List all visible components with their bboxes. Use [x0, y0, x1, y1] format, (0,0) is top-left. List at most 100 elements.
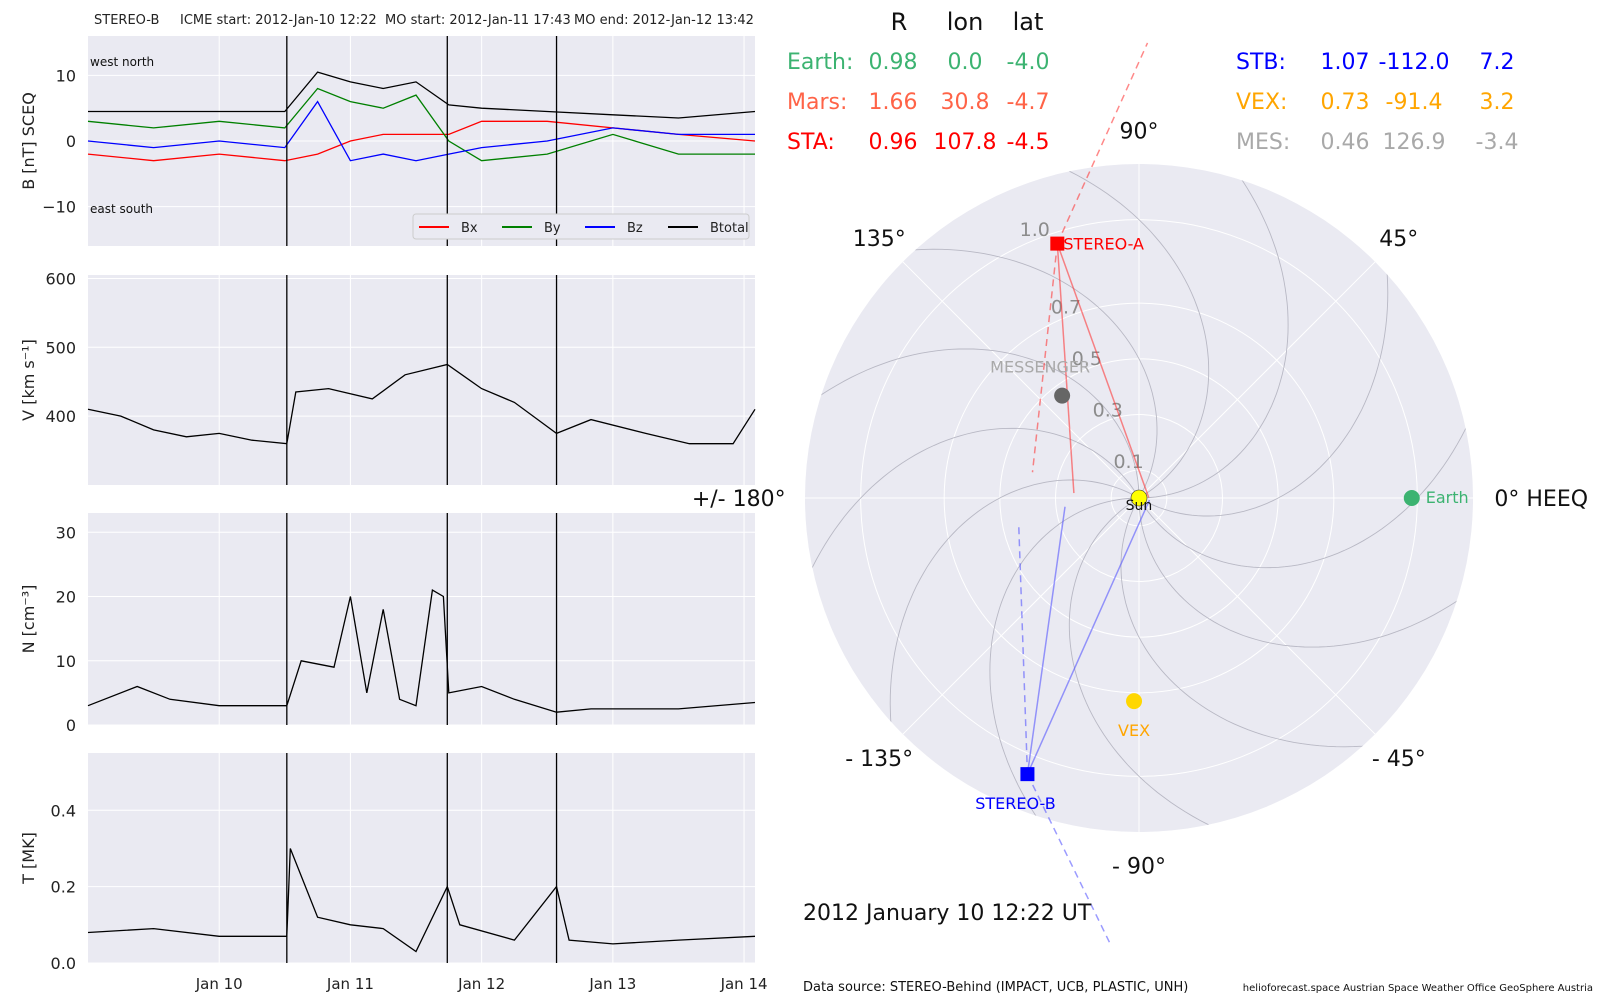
header-mo-end: MO end: 2012-Jan-12 13:42: [574, 13, 754, 28]
messenger-label: MESSENGER: [990, 358, 1090, 377]
y-tick-label: 0.0: [51, 954, 76, 973]
row-value-lat: 3.2: [1480, 90, 1515, 115]
angle-label: 90°: [1120, 120, 1159, 145]
fov-line: [1017, 524, 1029, 775]
date-label: 2012 January 10 12:22 UT: [803, 901, 1092, 926]
timeseries-panels: −10 0 10 B [nT] SCEQ west north east south Bx B…: [19, 36, 768, 993]
x-tick-label: Jan 10: [195, 975, 243, 993]
row-value-lon: 107.8: [934, 130, 997, 155]
row-value-lon: 126.9: [1383, 130, 1446, 155]
panel-3: 0 10 20 30 N [cm⁻³]: [19, 513, 756, 735]
row-value-r: 1.07: [1321, 50, 1370, 75]
parker-spiral-line: [1068, 497, 1225, 832]
series-line-btotal: [88, 71, 756, 119]
y-tick-label: 500: [45, 338, 76, 357]
parker-spiral-line: [805, 427, 1140, 584]
y-tick-label: −10: [42, 198, 76, 217]
y-axis-label: V [km s⁻¹]: [19, 339, 38, 421]
row-value-lon: -91.4: [1386, 90, 1443, 115]
radial-tick-label: 0.1: [1113, 451, 1143, 473]
row-value-lon: -112.0: [1379, 50, 1450, 75]
panel-1: −10 0 10 B [nT] SCEQ west north east south Bx B…: [19, 36, 756, 246]
grid-spoke: [902, 261, 1140, 499]
grid-spoke: [1138, 261, 1376, 499]
row-value-r: 1.66: [869, 90, 918, 115]
credits: helioforecast.space Austrian Space Weath…: [1243, 983, 1593, 994]
parker-spiral-line: [806, 348, 1140, 499]
series-line-n: [87, 589, 756, 713]
row-value-r: 0.96: [869, 130, 918, 155]
row-value-lat: -4.7: [1007, 90, 1050, 115]
y-tick-label: 400: [45, 407, 76, 426]
row-value-lat: -4.0: [1007, 50, 1050, 75]
row-label: MES:: [1236, 130, 1290, 155]
header-mo-start: MO start: 2012-Jan-11 17:43: [385, 13, 571, 28]
y-axis-label: T [MK]: [19, 832, 38, 885]
row-value-r: 0.46: [1321, 130, 1370, 155]
row-label: Earth:: [787, 50, 853, 75]
parker-spiral-line: [1053, 164, 1210, 499]
series-line-t: [87, 848, 756, 953]
parker-spiral-line: [889, 479, 1140, 740]
radial-tick-label: 0.5: [1072, 348, 1102, 370]
column-header-r: R: [891, 8, 908, 36]
row-value-r: 0.73: [1321, 90, 1370, 115]
stereo-a-label: STEREO-A: [1063, 235, 1144, 254]
y-tick-label: 30: [56, 523, 76, 542]
x-tick-label: Jan 11: [326, 975, 374, 993]
header-spacecraft: STEREO-B: [94, 13, 159, 28]
radial-tick-label: 0.7: [1051, 296, 1081, 318]
panel-2: 400 500 600 V [km s⁻¹]: [19, 269, 756, 485]
fov-line: [1056, 42, 1149, 244]
series-line-v: [87, 363, 756, 445]
fov-line: [1026, 773, 1112, 946]
annotation-east-south: east south: [90, 202, 153, 216]
annotation-west-north: west north: [90, 55, 154, 69]
vex-marker: [1126, 693, 1143, 710]
fov-line: [1031, 243, 1059, 473]
legend-label-bx: Bx: [461, 221, 478, 236]
fov-line: [1056, 243, 1150, 498]
grid-spoke: [902, 497, 1140, 735]
radial-tick-label: 0.3: [1093, 400, 1123, 422]
parker-spiral-line: [1138, 165, 1289, 499]
stereo-b-label: STEREO-B: [975, 794, 1055, 813]
row-label: STB:: [1236, 50, 1286, 75]
parker-spiral-line: [1120, 497, 1381, 748]
sun-marker: [1130, 489, 1148, 507]
sun-label: Sun: [1126, 498, 1153, 514]
angle-label: +/- 180°: [692, 487, 786, 512]
earth-marker: [1403, 490, 1420, 506]
parker-spiral-line: [1138, 497, 1472, 648]
column-header-lon: lon: [947, 8, 984, 36]
y-tick-label: 0: [66, 132, 76, 151]
column-header-lat: lat: [1013, 8, 1044, 36]
y-tick-label: 0: [66, 716, 76, 735]
row-value-lon: 30.8: [941, 90, 990, 115]
row-value-lon: 0.0: [948, 50, 983, 75]
angle-label: 135°: [853, 227, 906, 252]
panel-4: 0.0 0.2 0.4 T [MK] Jan 10 Jan 11 Jan 12 Jan 13 J…: [19, 753, 768, 993]
fov-line: [1056, 243, 1075, 494]
parker-spiral-line: [1138, 256, 1389, 517]
angle-label: 0° HEEQ: [1494, 487, 1588, 512]
legend-label-by: By: [544, 221, 561, 236]
angle-label: - 135°: [845, 747, 913, 772]
x-tick-label: Jan 12: [457, 975, 505, 993]
parker-spiral-line: [897, 248, 1158, 499]
data-source: Data source: STEREO-Behind (IMPACT, UCB,…: [803, 980, 1188, 995]
header-icme-start: ICME start: 2012-Jan-10 12:22: [180, 13, 377, 28]
y-tick-label: 0.2: [51, 878, 76, 897]
legend-label-bz: Bz: [627, 221, 643, 236]
series-line-bz: [87, 100, 755, 162]
fov-line: [1026, 499, 1151, 775]
panel-background: [88, 275, 755, 485]
parker-spiral-line: [989, 497, 1140, 831]
legend-label-btotal: Btotal: [710, 221, 749, 236]
polar-plot: 0° HEEQ 45° 90° 135° +/- 180° - 135° - 90° - 45…: [692, 42, 1588, 946]
x-tick-label: Jan 14: [720, 975, 768, 993]
angle-label: - 45°: [1372, 747, 1426, 772]
y-axis-label: B [nT] SCEQ: [19, 92, 38, 190]
radial-tick-label: 1.0: [1020, 219, 1050, 241]
